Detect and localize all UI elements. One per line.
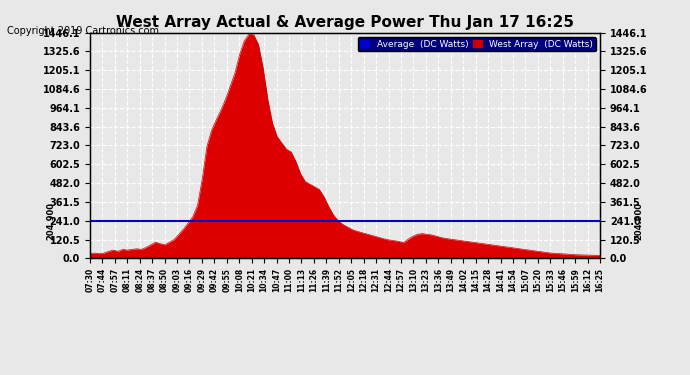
Text: 204.900: 204.900 bbox=[46, 202, 56, 240]
Text: Copyright 2019 Cartronics.com: Copyright 2019 Cartronics.com bbox=[7, 26, 159, 36]
Text: 204.900: 204.900 bbox=[634, 202, 644, 240]
Legend: Average  (DC Watts), West Array  (DC Watts): Average (DC Watts), West Array (DC Watts… bbox=[357, 37, 595, 51]
Title: West Array Actual & Average Power Thu Jan 17 16:25: West Array Actual & Average Power Thu Ja… bbox=[116, 15, 574, 30]
